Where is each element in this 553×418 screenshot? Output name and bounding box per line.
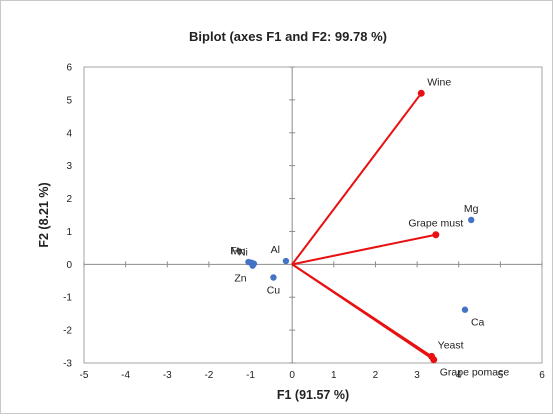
- y-tick-label: -2: [63, 326, 72, 337]
- x-tick-label: 1: [331, 370, 337, 381]
- variable-vector-point: [417, 89, 425, 97]
- observation-point: [468, 216, 475, 224]
- variable-label: Grape must: [408, 218, 463, 230]
- y-tick-label: -3: [63, 359, 72, 370]
- variable-label: Grape pomace: [440, 367, 510, 379]
- variable-vectors: Wine Grape must Yeast Grape pomace: [291, 76, 510, 379]
- observation-label: Ni: [238, 247, 248, 259]
- y-axis-title: F2 (8.21 %): [37, 182, 51, 247]
- variable-vector-line: [291, 233, 437, 266]
- variable-label: Yeast: [438, 339, 464, 351]
- observation-label: Cu: [267, 284, 281, 296]
- x-tick-label: -5: [80, 370, 89, 381]
- x-tick-label: 3: [414, 370, 420, 381]
- observation-label: Fe: [230, 245, 242, 257]
- observation-label: Ca: [471, 317, 485, 329]
- x-axis-title: F1 (91.57 %): [277, 388, 349, 402]
- y-tick-label: 0: [66, 260, 72, 271]
- y-tick-label: 4: [66, 128, 72, 139]
- x-tick-label: 4: [456, 370, 462, 381]
- observation-point: [270, 274, 277, 281]
- tick-labels: -5 -4 -3 -2 -1 0 1 2 3 4 5 6 -3 -2 -1 0 1 2 3 4 5 6: [63, 63, 545, 382]
- observation-label: Zn: [234, 273, 246, 285]
- y-tick-label: 3: [66, 161, 72, 172]
- y-tick-label: 5: [66, 95, 72, 106]
- y-tick-label: -1: [63, 293, 72, 304]
- y-tick-label: 6: [66, 63, 72, 74]
- observation-point: [282, 257, 290, 265]
- observation-label: Al: [271, 244, 280, 256]
- observation-point: [249, 262, 256, 269]
- observation-label: Mn: [231, 246, 246, 258]
- variable-label: Wine: [427, 76, 451, 88]
- variable-vector-point: [430, 356, 438, 364]
- x-tick-label: 2: [373, 370, 379, 381]
- y-tick-label: 2: [66, 194, 72, 205]
- variable-vector-line: [291, 263, 435, 361]
- x-tick-label: -3: [163, 370, 172, 381]
- x-tick-label: -1: [246, 370, 255, 381]
- x-tick-label: 6: [539, 370, 545, 381]
- x-tick-label: 5: [498, 370, 504, 381]
- plot-area: [83, 66, 543, 364]
- x-tick-label: -2: [204, 370, 213, 381]
- observation-label: Mg: [464, 203, 479, 215]
- zero-axes: [83, 66, 543, 364]
- x-tick-label: 0: [289, 370, 295, 381]
- y-tick-label: 1: [66, 227, 72, 238]
- variable-vector-line: [291, 92, 423, 265]
- x-tick-label: -4: [121, 370, 130, 381]
- observation-point: [461, 306, 469, 313]
- chart-title: Biplot (axes F1 and F2: 99.78 %): [189, 29, 387, 44]
- variable-vector-point: [432, 231, 440, 239]
